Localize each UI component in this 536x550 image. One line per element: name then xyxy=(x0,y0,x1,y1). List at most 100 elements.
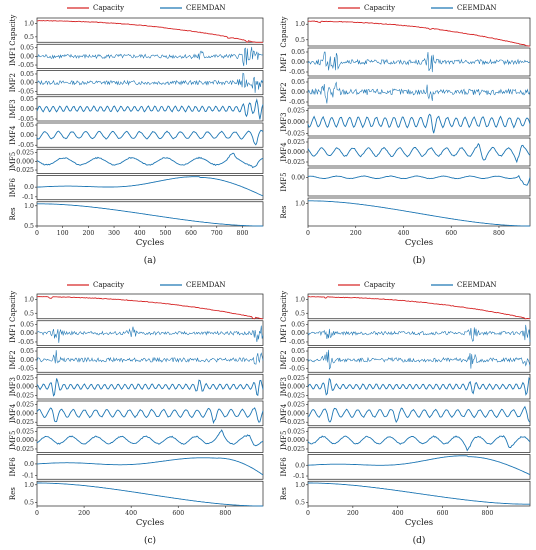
subplot-capacity: 1.0 0.5 Capacity xyxy=(280,291,531,322)
x-tick-label: 800 xyxy=(237,230,249,237)
y-tick-label: -0.025 xyxy=(285,159,305,166)
y-tick-label: 0.025 xyxy=(287,139,305,146)
series-line-capacity xyxy=(36,20,263,43)
y-tick-label: 0.05 xyxy=(20,348,34,355)
y-tick-label: 0.0 xyxy=(295,462,305,469)
y-tick-label: -0.1 xyxy=(22,194,34,201)
x-tick-label: 600 xyxy=(445,230,457,237)
y-axis-label: IMF4 xyxy=(280,142,288,162)
subplot-imf6: 0.0 -0.1 IMF6 xyxy=(280,454,531,480)
y-tick-label: 0.00 xyxy=(291,59,305,66)
series-line-imf5 xyxy=(307,174,531,186)
axes-frame xyxy=(307,293,531,320)
series-line-imf2 xyxy=(307,349,531,370)
y-tick-label: -0.05 xyxy=(289,366,305,373)
series-line-capacity xyxy=(307,20,530,47)
y-tick-label: -0.05 xyxy=(18,88,34,95)
legend-label-capacity: Capacity xyxy=(93,281,124,289)
axes-frame xyxy=(307,454,531,480)
y-tick-label: 0.025 xyxy=(287,428,305,435)
x-axis-label: Cycles xyxy=(136,518,164,528)
x-tick-label: 600 xyxy=(185,230,197,237)
axes-frame xyxy=(307,17,531,47)
y-tick-label: 0.5 xyxy=(24,310,34,317)
axes-frame xyxy=(36,400,264,427)
y-axis-label: IMF3 xyxy=(280,112,288,131)
y-tick-label: 0.05 xyxy=(291,321,305,328)
y-tick-label: 0.5 xyxy=(295,499,305,506)
y-axis-label: Capacity xyxy=(9,15,17,46)
axes-frame xyxy=(36,43,264,69)
y-tick-label: 0.00 xyxy=(20,106,34,113)
y-axis-label: IMF3 xyxy=(9,377,17,396)
panel-0: Capacity CEEMDAN1.00.5Capacity0.050.00-0.… xyxy=(9,4,264,266)
x-tick-label: 0 xyxy=(306,510,310,517)
panel-label: (d) xyxy=(413,535,426,546)
y-tick-label: 0.00 xyxy=(291,330,305,337)
series-line-imf3 xyxy=(307,113,531,134)
y-tick-label: 0.05 xyxy=(20,321,34,328)
y-tick-label: 0.000 xyxy=(287,384,305,391)
y-tick-label: 0.025 xyxy=(16,150,34,157)
axes-frame xyxy=(307,167,531,197)
y-tick-label: -0.1 xyxy=(22,473,34,480)
y-tick-label: 1.0 xyxy=(295,297,305,304)
panel-label: (b) xyxy=(413,255,426,266)
subplot-imf6: 0.0 -0.1 IMF6 xyxy=(9,175,264,201)
legend-label-ceemdan: CEEMDAN xyxy=(457,4,497,12)
y-tick-label: 0.025 xyxy=(287,107,305,114)
x-tick-label: 200 xyxy=(82,230,94,237)
y-axis-label: IMF2 xyxy=(9,350,17,369)
y-tick-label: 0.5 xyxy=(24,499,34,506)
y-tick-label: 0.000 xyxy=(16,158,34,165)
series-line-imf1 xyxy=(36,46,263,67)
y-tick-label: -0.025 xyxy=(14,167,34,174)
y-tick-label: 0.00 xyxy=(20,330,34,337)
y-axis-label: IMF3 xyxy=(280,377,288,396)
y-tick-label: -0.05 xyxy=(18,339,34,346)
x-tick-label: 600 xyxy=(437,510,449,517)
y-tick-label: 0.00 xyxy=(20,357,34,364)
y-tick-label: 0.5 xyxy=(24,34,34,41)
panel-3: Capacity CEEMDAN1.00.5Capacity0.050.00-0.… xyxy=(280,281,531,546)
series-line-imf4 xyxy=(307,405,531,423)
y-tick-label: 0.025 xyxy=(16,402,34,409)
x-axis-label: Cycles xyxy=(405,238,433,248)
axes-frame xyxy=(307,427,531,453)
y-axis-label: IMF1 xyxy=(9,324,17,343)
y-tick-label: 0.05 xyxy=(291,348,305,355)
x-tick-label: 100 xyxy=(57,230,69,237)
y-axis-label: IMF5 xyxy=(280,172,288,191)
y-axis-label: IMF6 xyxy=(9,177,17,197)
y-tick-label: 0.05 xyxy=(291,49,305,56)
legend-label-capacity: Capacity xyxy=(364,281,395,289)
y-tick-label: -0.05 xyxy=(289,69,305,76)
x-tick-label: 800 xyxy=(219,510,231,517)
legend: Capacity CEEMDAN xyxy=(338,281,497,289)
series-line-imf2 xyxy=(36,350,264,365)
series-line-capacity xyxy=(307,296,531,320)
axes-frame xyxy=(307,107,531,137)
x-tick-label: 700 xyxy=(211,230,223,237)
y-tick-label: 0.00 xyxy=(291,174,305,181)
x-tick-label: 800 xyxy=(493,230,505,237)
y-tick-label: 0.025 xyxy=(16,375,34,382)
y-tick-label: 1.0 xyxy=(295,21,305,28)
x-tick-label: 0 xyxy=(35,510,39,517)
y-axis-label: IMF5 xyxy=(9,431,17,450)
axes-frame xyxy=(36,201,264,227)
x-tick-label: 0 xyxy=(306,230,310,237)
series-line-imf4 xyxy=(307,142,531,164)
axes-frame xyxy=(36,175,264,201)
y-tick-label: -0.025 xyxy=(14,419,34,426)
